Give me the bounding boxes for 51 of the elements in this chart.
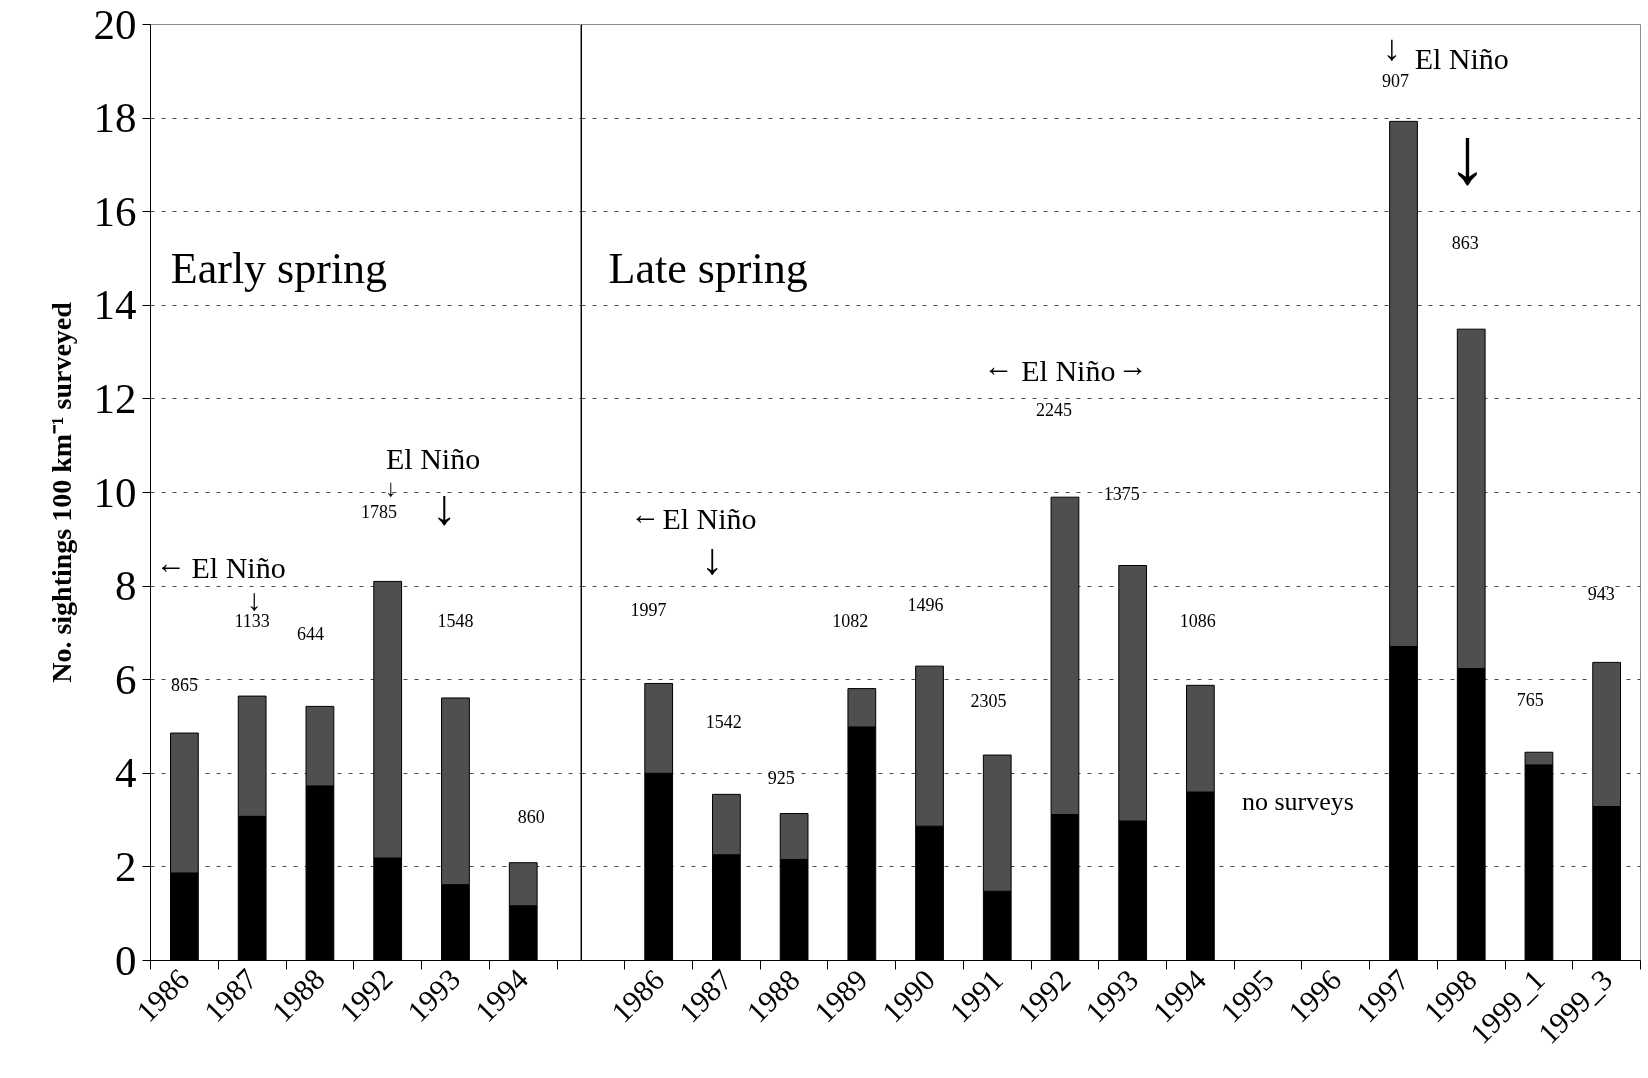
annotation: → — [1117, 348, 1148, 382]
annotation: 1496 — [907, 594, 944, 615]
annotation: 2305 — [970, 690, 1007, 711]
annotation: 1082 — [832, 611, 869, 632]
y-tick-label: 6 — [115, 655, 137, 703]
y-tick-label: 8 — [115, 562, 137, 610]
annotation: El Niño — [386, 441, 481, 475]
y-tick-label: 20 — [93, 0, 137, 48]
annotation: 860 — [517, 806, 545, 827]
annotation: 644 — [296, 624, 324, 645]
annotation: no surveys — [1241, 786, 1354, 816]
x-tick-label: 1991 — [943, 962, 1009, 1029]
text: Late spring — [608, 244, 808, 294]
annotation: El Niño — [662, 501, 757, 535]
annotation: ↓ — [1447, 112, 1488, 201]
annotation: ↓ — [1383, 27, 1401, 68]
annotation: El Niño — [1414, 42, 1509, 76]
annotation: ↓ — [701, 535, 724, 585]
annotation: ← — [630, 497, 661, 531]
annotation: 925 — [767, 768, 795, 789]
annotation: El Niño — [1021, 354, 1116, 388]
annotation: 1375 — [1103, 484, 1140, 505]
y-axis-title: No. sightings 100 km⁻¹ surveyed — [45, 301, 77, 683]
y-tick-label: 12 — [93, 374, 137, 422]
y-tick-label: 16 — [93, 187, 137, 235]
annotation: 1997 — [630, 600, 667, 620]
annotation: 765 — [1516, 690, 1544, 711]
y-tick-label: 14 — [93, 281, 137, 329]
annotation: 863 — [1451, 233, 1479, 254]
y-tick-label: 0 — [115, 936, 137, 984]
y-tick-label: 4 — [115, 749, 137, 797]
annotation: 1542 — [705, 711, 742, 732]
annotation: El Niño — [191, 551, 286, 585]
text: Early spring — [170, 244, 388, 294]
y-tick-label: 18 — [93, 94, 137, 142]
annotation: ↓ — [385, 474, 398, 501]
annotation: 1785 — [360, 501, 397, 522]
y-tick-label: 2 — [115, 842, 137, 890]
y-tick-label: 10 — [93, 468, 137, 516]
annotation: 907 — [1381, 70, 1409, 91]
annotation: 1086 — [1179, 611, 1216, 632]
annotation: ↓ — [432, 478, 458, 535]
annotation: 2245 — [1036, 400, 1073, 421]
annotation: 865 — [170, 674, 198, 695]
annotation: 1548 — [437, 611, 474, 632]
annotation: 1133 — [234, 611, 270, 632]
x-tick-label: 1992 — [1010, 962, 1077, 1029]
annotation: ← — [983, 348, 1014, 382]
annotation: 943 — [1587, 583, 1615, 604]
x-tick-label: 1988 — [740, 962, 806, 1029]
annotation: ← — [155, 546, 186, 580]
